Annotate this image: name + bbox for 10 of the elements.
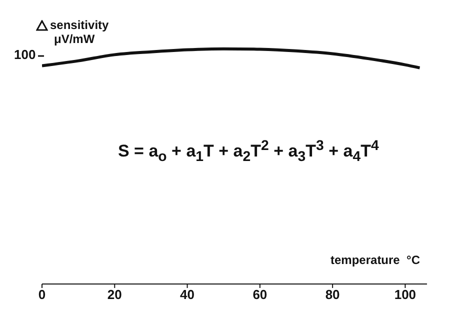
text: S = a$_{o}$ + a$_{1}$T + a$_{2}$T$^{2}$ + a$_{3}$T$^{3}$ + a$_{4}$T$^{4}$ xyxy=(118,138,379,166)
x-axis-title: temperature °C xyxy=(330,253,420,267)
x-tick-label: 100 xyxy=(394,287,416,302)
x-tick-label: 60 xyxy=(252,287,268,302)
x-tick-label: 0 xyxy=(38,287,46,302)
x-tick-label: 20 xyxy=(107,287,122,302)
text: 100 xyxy=(14,47,36,62)
x-tick-label: 80 xyxy=(325,287,340,302)
y-axis-title: sensitivity μV/mW xyxy=(50,18,109,46)
x-tick-label: 40 xyxy=(180,287,195,302)
